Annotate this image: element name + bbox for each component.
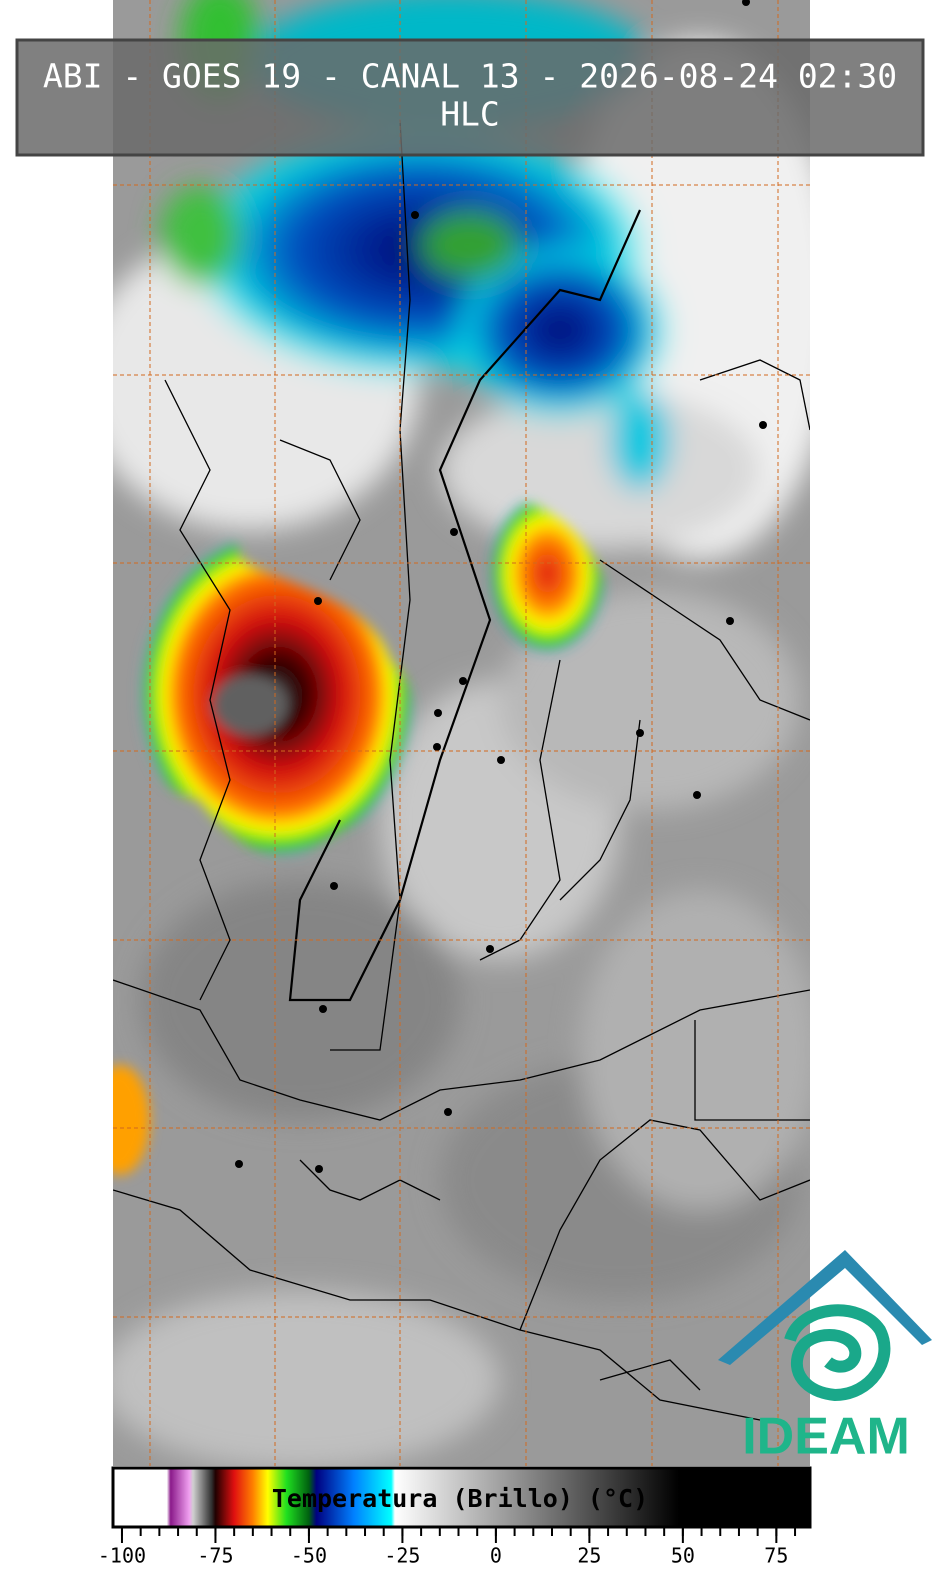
- tick-label: 25: [577, 1544, 601, 1568]
- colorbar-label: Temperatura (Brillo) (°C): [272, 1484, 648, 1513]
- title-box: [15, 38, 925, 157]
- graticule: [113, 0, 810, 1466]
- tick-label: 0: [490, 1544, 502, 1568]
- tick-label: -75: [197, 1544, 233, 1568]
- borders: [113, 119, 810, 1421]
- logo: IDEAM: [718, 1250, 932, 1466]
- colorbar-strip: [111, 1466, 812, 1529]
- tick-label: -50: [291, 1544, 327, 1568]
- tick-label: 50: [671, 1544, 695, 1568]
- tick-label: -100: [98, 1544, 146, 1568]
- logo-text: IDEAM: [742, 1408, 910, 1466]
- city-dots: [235, 0, 767, 1173]
- title: ABI - GOES 19 - CANAL 13 - 2026-08-24 02…: [43, 57, 897, 96]
- satellite-image: [113, 0, 810, 1466]
- tick-label: -25: [384, 1544, 420, 1568]
- colorbar: Temperatura (Brillo) (°C) -100 -75 -50 -25 0…: [98, 1466, 812, 1568]
- tick-label: 75: [764, 1544, 788, 1568]
- subtitle: HLC: [440, 95, 500, 134]
